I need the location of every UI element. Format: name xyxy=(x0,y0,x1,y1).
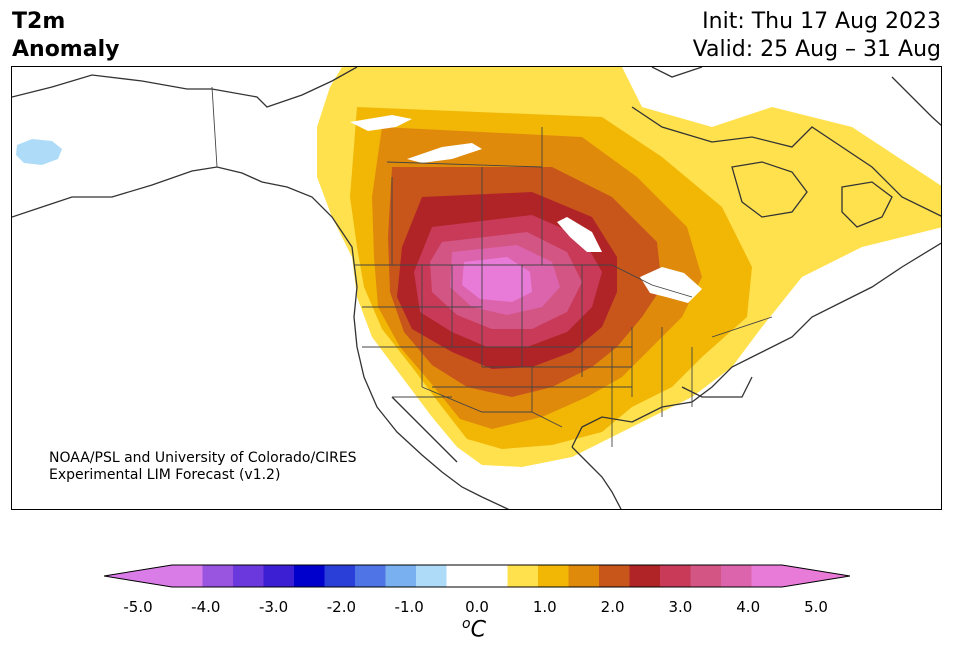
colorbar-box xyxy=(477,565,508,587)
colorbar-box xyxy=(233,565,264,587)
unit-superscript: o xyxy=(462,616,471,632)
lake-patch xyxy=(557,217,602,252)
credit-line2: Experimental LIM Forecast (v1.2) xyxy=(49,467,281,483)
colorbar-box xyxy=(385,565,417,587)
colorbar-under-arrow xyxy=(104,565,172,587)
colorbar-tick-label: 4.0 xyxy=(736,598,761,616)
colorbar-box xyxy=(446,565,478,587)
map-svg xyxy=(12,67,941,509)
colorbar-box xyxy=(507,565,539,587)
title-variable-line2: Anomaly xyxy=(12,37,120,62)
colorbar-tick-label: 2.0 xyxy=(600,598,625,616)
colorbar-box xyxy=(660,565,691,587)
colorbar-tick-label: 1.0 xyxy=(532,598,557,616)
colorbar-box xyxy=(721,565,752,587)
colorbar-box xyxy=(416,565,447,587)
coastlines xyxy=(12,67,941,509)
colorbar-box xyxy=(202,565,234,587)
unit-letter: C xyxy=(470,617,486,643)
title-variable: T2m Anomaly xyxy=(12,8,119,64)
colorbar-tick-label: 5.0 xyxy=(804,598,828,616)
title-dates: Init: Thu 17 Aug 2023 Valid: 25 Aug – 31… xyxy=(693,8,941,64)
init-date: Init: Thu 17 Aug 2023 xyxy=(702,9,941,34)
colorbar-tick-label: -4.0 xyxy=(191,598,221,616)
colorbar-tick-label: 3.0 xyxy=(668,598,693,616)
cold-anomaly-alaska xyxy=(16,139,62,165)
lake-patch xyxy=(407,143,482,163)
colorbar-tick-label: -5.0 xyxy=(123,598,153,616)
colorbar-box xyxy=(599,565,630,587)
colorbar-box xyxy=(324,565,356,587)
colorbar-box xyxy=(355,565,386,587)
colorbar-boxes xyxy=(172,565,783,587)
credit-text: NOAA/PSL and University of Colorado/CIRE… xyxy=(49,450,357,484)
colorbar-tick-label: 0.0 xyxy=(465,598,489,616)
colorbar-box xyxy=(294,565,325,587)
valid-range: Valid: 25 Aug – 31 Aug xyxy=(692,37,941,62)
colorbar-box xyxy=(690,565,722,587)
colorbar-box xyxy=(263,565,295,587)
anomaly-map xyxy=(11,66,942,510)
colorbar-unit: oC xyxy=(462,616,486,642)
colorbar-tick-label: -1.0 xyxy=(394,598,424,616)
lake-patch xyxy=(640,267,702,303)
colorbar-tick-label: -3.0 xyxy=(258,598,289,616)
political-borders xyxy=(211,86,773,447)
colorbar-box xyxy=(172,565,203,587)
colorbar-box xyxy=(538,565,569,587)
colorbar-box xyxy=(629,565,661,587)
lake-patch xyxy=(350,115,412,131)
colorbar-box xyxy=(568,565,600,587)
colorbar-box xyxy=(751,565,783,587)
colorbar xyxy=(104,564,850,588)
colorbar-outline xyxy=(104,564,850,588)
colorbar-over-arrow xyxy=(782,565,850,587)
colorbar-ticks: -5.0 -4.0 -3.0 -2.0 -1.0 0.0 1.0 2.0 3.0 4.0 5.0 xyxy=(0,598,953,618)
title-variable-line1: T2m xyxy=(12,9,66,34)
credit-line1: NOAA/PSL and University of Colorado/CIRE… xyxy=(49,450,357,466)
anomaly-level-9 xyxy=(462,257,532,302)
colorbar-tick-label: -2.0 xyxy=(326,598,357,616)
